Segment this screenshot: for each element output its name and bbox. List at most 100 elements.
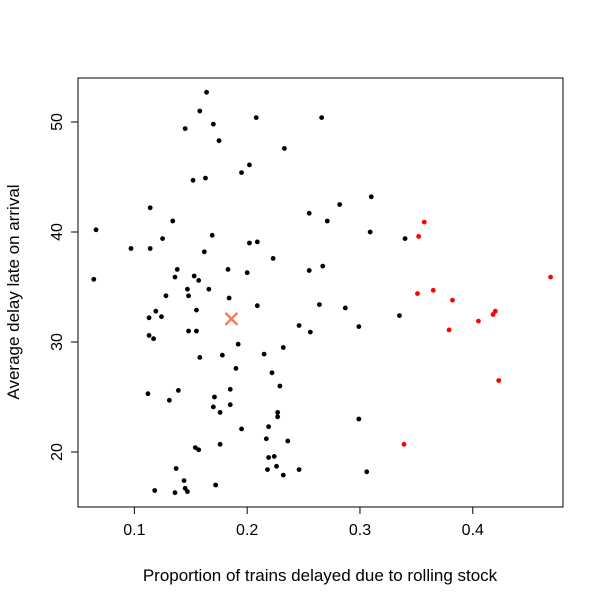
data-point	[306, 268, 312, 273]
data-point	[206, 286, 212, 292]
x-tick-label: 0.3	[349, 522, 371, 539]
y-axis-title: Average delay late on arrival	[4, 184, 23, 399]
data-point	[192, 445, 198, 450]
data-point	[186, 328, 191, 334]
data-point	[306, 210, 312, 216]
data-point	[275, 410, 281, 415]
highlighted-point	[415, 291, 420, 296]
data-point	[235, 341, 241, 347]
highlighted-point	[416, 234, 422, 239]
y-tick-label: 20	[49, 443, 66, 461]
data-point	[91, 276, 97, 282]
data-point	[275, 414, 281, 420]
data-point	[254, 303, 260, 309]
data-point	[227, 386, 233, 392]
highlighted-point	[476, 318, 481, 324]
data-point	[172, 274, 178, 280]
data-point	[194, 328, 199, 334]
highlighted-point	[450, 297, 455, 303]
highlighted-point	[496, 378, 502, 383]
data-point	[356, 324, 362, 329]
data-point	[185, 286, 190, 292]
data-point	[151, 336, 156, 342]
data-point	[173, 466, 179, 471]
highlighted-point	[446, 327, 452, 333]
data-point	[201, 249, 207, 255]
data-point	[266, 424, 272, 430]
data-point	[174, 267, 180, 272]
data-point	[266, 455, 272, 460]
y-tick-label: 30	[49, 333, 66, 351]
data-point	[296, 467, 302, 472]
data-point	[219, 352, 225, 358]
plot-frame	[77, 77, 564, 508]
data-point	[285, 438, 291, 444]
data-point	[280, 345, 286, 350]
data-point	[254, 239, 260, 245]
data-point	[166, 397, 172, 403]
data-point	[128, 246, 134, 251]
data-point	[356, 416, 362, 422]
data-point	[225, 267, 231, 272]
data-point	[247, 240, 252, 246]
data-point	[247, 162, 252, 168]
data-point	[153, 308, 159, 314]
data-point	[152, 488, 158, 493]
data-point	[270, 256, 276, 261]
data-point	[217, 441, 223, 447]
data-point	[367, 229, 373, 235]
highlighted-point	[490, 312, 496, 317]
y-tick-label: 50	[49, 113, 66, 131]
data-point	[190, 177, 196, 183]
data-point	[244, 270, 250, 276]
data-point	[274, 463, 279, 469]
data-point	[342, 305, 348, 311]
x-tick-label: 0.1	[123, 522, 145, 539]
data-point	[191, 273, 197, 279]
data-point	[217, 410, 223, 415]
data-point	[197, 355, 203, 360]
data-point	[282, 146, 287, 151]
data-point	[196, 278, 202, 283]
data-point	[163, 293, 169, 299]
data-point	[261, 351, 267, 357]
data-point	[226, 295, 232, 301]
highlighted-point	[548, 274, 553, 280]
data-points	[91, 89, 553, 496]
highlighted-point	[401, 441, 407, 447]
data-point	[296, 323, 302, 328]
data-point	[337, 202, 343, 207]
data-point	[147, 205, 153, 211]
data-point	[316, 302, 322, 307]
data-point	[364, 469, 370, 475]
data-point	[182, 126, 188, 131]
data-point	[320, 263, 326, 269]
data-point	[253, 115, 259, 120]
y-tick-label: 40	[49, 223, 66, 241]
highlight-cross-marker	[224, 312, 239, 326]
highlighted-point	[421, 219, 427, 225]
data-point	[146, 333, 152, 338]
data-point	[269, 370, 275, 376]
x-tick-label: 0.2	[236, 522, 258, 539]
data-point	[160, 236, 165, 242]
x-axis: 0.1 0.2 0.3 0.4	[123, 506, 484, 539]
x-tick-label: 0.4	[462, 522, 484, 539]
data-point	[324, 218, 330, 224]
data-point	[216, 138, 222, 144]
data-point	[210, 404, 216, 410]
data-point	[239, 426, 244, 432]
data-point	[402, 236, 408, 242]
data-point	[213, 482, 219, 488]
data-point	[397, 313, 402, 318]
data-point	[212, 394, 217, 400]
data-point	[210, 121, 216, 127]
data-point	[186, 293, 191, 299]
data-point	[159, 314, 164, 320]
data-point	[185, 489, 190, 494]
y-axis: 20 30 40 50	[49, 113, 79, 461]
data-point	[145, 391, 151, 397]
data-point	[197, 108, 203, 114]
data-point	[319, 115, 325, 120]
